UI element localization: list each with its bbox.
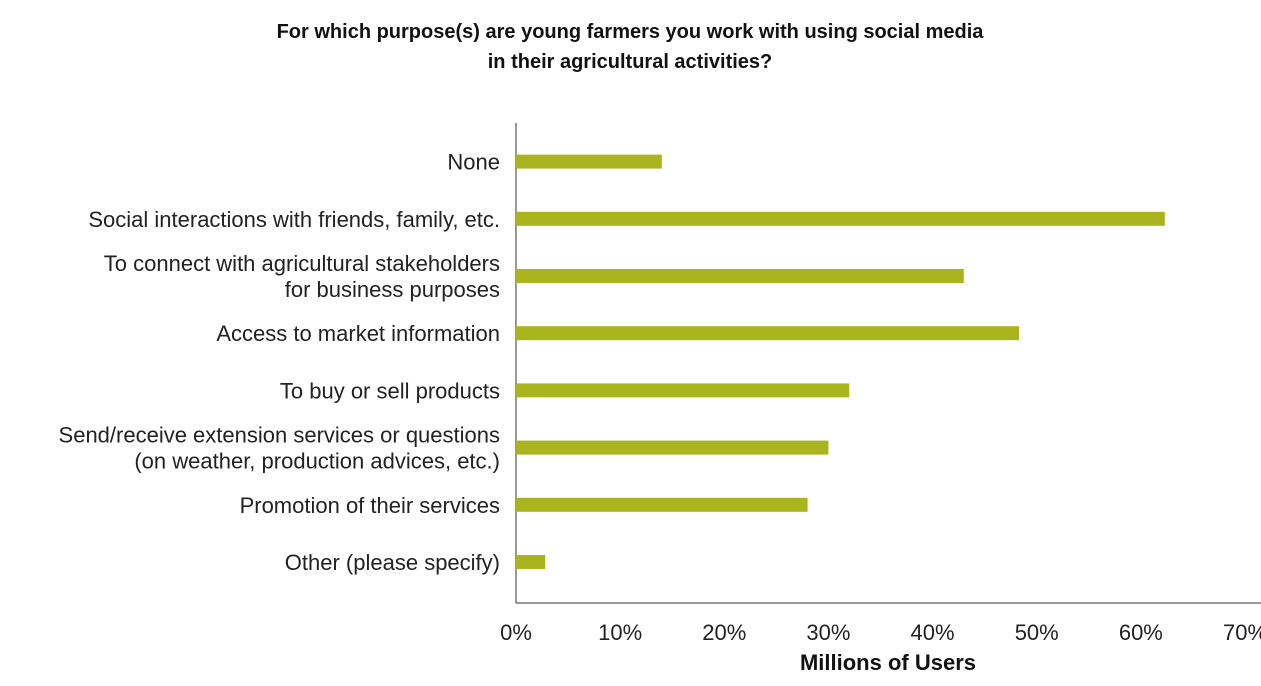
category-label-1-line-0: Social interactions with friends, family… — [88, 207, 500, 232]
x-tick-label-0: 0% — [500, 620, 532, 645]
x-tick-label-6: 60% — [1119, 620, 1163, 645]
x-tick-label-2: 20% — [702, 620, 746, 645]
category-label-2-line-0: To connect with agricultural stakeholder… — [104, 251, 500, 276]
x-tick-label-7: 70% — [1223, 620, 1261, 645]
bar-3 — [516, 326, 1020, 341]
bars — [516, 154, 1165, 569]
chart-title-line-1: For which purpose(s) are young farmers y… — [277, 21, 985, 43]
bar-7 — [516, 555, 546, 569]
category-label-5-line-0: Send/receive extension services or quest… — [59, 423, 500, 448]
category-labels: None Social interactions with friends, fa… — [59, 150, 500, 575]
x-tick-label-4: 40% — [911, 620, 955, 645]
category-label-2-line-1: for business purposes — [285, 277, 500, 302]
x-tick-label-3: 30% — [806, 620, 850, 645]
bar-5 — [516, 440, 829, 455]
bar-2 — [516, 269, 964, 283]
category-label-6-line-0: Promotion of their services — [240, 493, 500, 518]
x-axis-title: Millions of Users — [800, 650, 976, 675]
chart-title: For which purpose(s) are young farmers y… — [277, 21, 985, 73]
x-tick-labels: 0% 10% 20% 30% 40% 50% 60% 70% — [500, 620, 1261, 645]
category-label-3-line-0: Access to market information — [216, 321, 500, 346]
bar-4 — [516, 383, 850, 398]
x-tick-label-5: 50% — [1015, 620, 1059, 645]
bar-1 — [516, 211, 1165, 226]
bar-0 — [516, 154, 662, 169]
chart-title-line-2: in their agricultural activities? — [488, 51, 773, 73]
category-label-7-line-0: Other (please specify) — [285, 550, 500, 575]
category-label-4-line-0: To buy or sell products — [280, 378, 500, 403]
bar-6 — [516, 497, 808, 512]
category-label-0-line-0: None — [447, 150, 500, 175]
x-tick-label-1: 10% — [598, 620, 642, 645]
category-label-5-line-1: (on weather, production advices, etc.) — [134, 449, 500, 474]
